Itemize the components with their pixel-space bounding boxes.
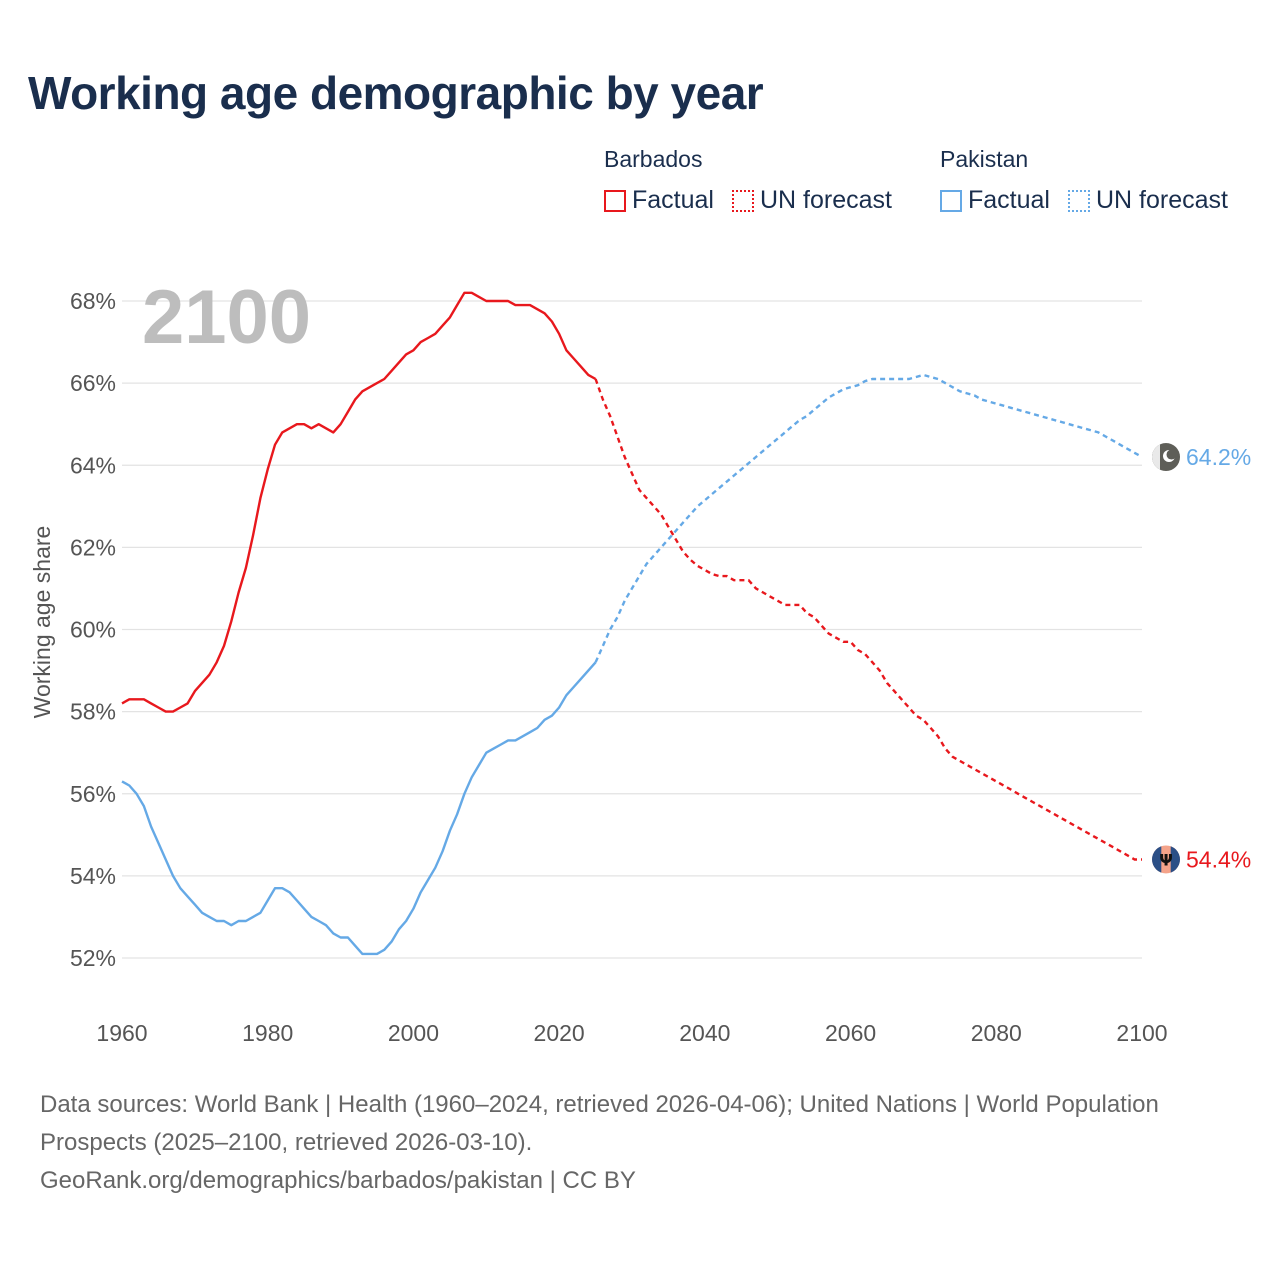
end-label-pakistan: 64.2% xyxy=(1186,444,1251,470)
legend-swatch-dotted-icon xyxy=(731,189,754,212)
legend-label: UN forecast xyxy=(759,186,892,214)
x-tick-label: 2080 xyxy=(971,1020,1022,1046)
svg-text:Ψ: Ψ xyxy=(1159,850,1173,869)
year-watermark: 2100 xyxy=(142,275,311,360)
legend-swatch-solid-icon xyxy=(940,189,962,212)
series-line-barbados-forecast[interactable] xyxy=(594,378,1142,861)
legend-item-pakistan-forecast[interactable]: UN forecast xyxy=(1067,186,1228,215)
legend-label: Factual xyxy=(968,186,1050,214)
data-sources-note: Data sources: World Bank | Health (1960–… xyxy=(40,1091,1159,1156)
y-tick-label: 56% xyxy=(70,781,116,807)
legend-item-barbados-forecast[interactable]: UN forecast xyxy=(731,186,892,215)
y-tick-label: 66% xyxy=(70,370,116,396)
x-tick-label: 1960 xyxy=(96,1020,147,1046)
markers-layer: Ψ 54.4% 64.2% xyxy=(1152,443,1251,874)
series-line-barbados-factual[interactable] xyxy=(121,291,597,713)
y-tick-label: 62% xyxy=(70,534,116,560)
y-tick-label: 58% xyxy=(70,699,116,725)
y-tick-label: 68% xyxy=(70,288,116,314)
pakistan-flag-icon xyxy=(1152,443,1180,472)
legend-swatch-solid-icon xyxy=(604,189,626,212)
y-tick-label: 52% xyxy=(70,945,116,971)
x-tick-label: 2060 xyxy=(825,1020,876,1046)
x-tick-label: 2020 xyxy=(534,1020,585,1046)
series-line-pakistan-factual[interactable] xyxy=(121,661,597,956)
series-line-pakistan-forecast[interactable] xyxy=(594,373,1143,663)
chart-title: Working age demographic by year xyxy=(28,67,764,119)
end-label-barbados: 54.4% xyxy=(1186,846,1251,872)
lines-layer xyxy=(121,291,1143,956)
barbados-flag-icon: Ψ xyxy=(1152,845,1180,874)
legend-swatch-dotted-icon xyxy=(1067,189,1090,212)
x-tick-label: 2100 xyxy=(1116,1020,1167,1046)
source-link[interactable]: GeoRank.org/demographics/barbados/pakist… xyxy=(40,1167,636,1194)
legend-label: UN forecast xyxy=(1095,186,1228,214)
y-tick-label: 60% xyxy=(70,617,116,643)
y-tick-label: 54% xyxy=(70,863,116,889)
chart-plot: 52% 54% 56% 58% 60% 62% 64% 66% 68% 1960 1980 2000 2… xyxy=(29,275,1251,1046)
legend-group-barbados: Barbados Factual UN forecast xyxy=(604,144,910,215)
legend-group-pakistan: Pakistan Factual UN forecast xyxy=(940,144,1246,215)
y-axis-title: Working age share xyxy=(29,526,55,719)
grid-layer: 52% 54% 56% 58% 60% 62% 64% 66% 68% 1960 1980 2000 2… xyxy=(70,288,1168,1046)
y-tick-label: 64% xyxy=(70,452,116,478)
footer: Data sources: World Bank | Health (1960–… xyxy=(40,1086,1220,1200)
legend-item-barbados-factual[interactable]: Factual xyxy=(604,186,714,215)
x-tick-label: 2000 xyxy=(388,1020,439,1046)
x-tick-label: 2040 xyxy=(679,1020,730,1046)
x-tick-label: 1980 xyxy=(242,1020,293,1046)
legend-label: Factual xyxy=(632,186,714,214)
legend-item-pakistan-factual[interactable]: Factual xyxy=(940,186,1050,215)
legend-group-title: Barbados xyxy=(604,146,703,172)
legend-group-title: Pakistan xyxy=(940,146,1029,172)
